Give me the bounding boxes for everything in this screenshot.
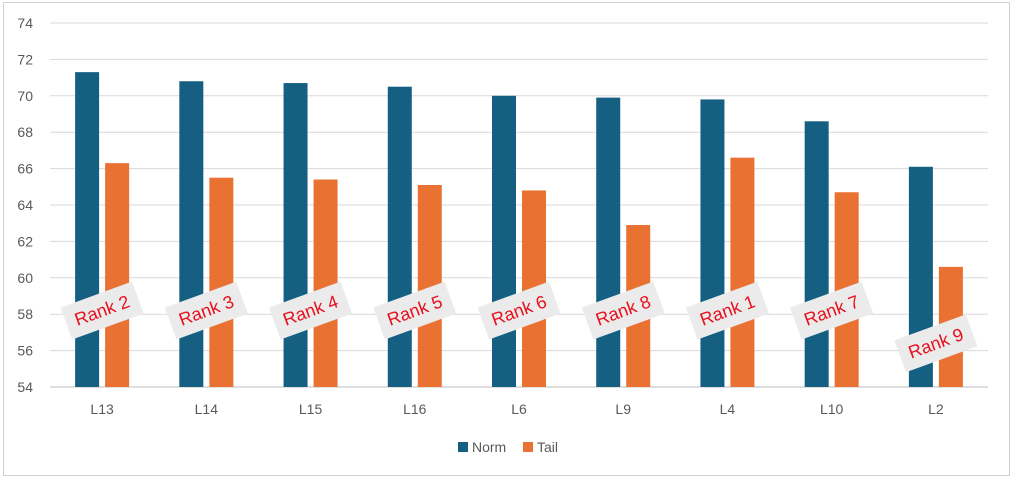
- rank-annotation: Rank 4: [269, 281, 353, 340]
- rank-annotation-box: [60, 281, 144, 340]
- y-tick-label: 56: [17, 343, 33, 359]
- y-tick-label: 58: [17, 306, 33, 322]
- rank-annotation: Rank 1: [685, 281, 769, 340]
- rank-annotation-box: [581, 281, 665, 340]
- bar-tail-l13: [105, 163, 130, 387]
- rank-annotation: Rank 7: [790, 281, 874, 340]
- y-tick-label: 64: [17, 197, 33, 213]
- bar-tail-l4: [730, 157, 755, 387]
- rank-annotation-box: [894, 314, 978, 373]
- x-tick-label: L16: [403, 401, 427, 417]
- rank-annotation-box: [269, 281, 353, 340]
- bar-norm-l13: [75, 72, 100, 387]
- y-tick-label: 62: [17, 233, 33, 249]
- y-tick-label: 68: [17, 124, 33, 140]
- legend-label-tail: Tail: [537, 439, 558, 455]
- y-tick-label: 66: [17, 161, 33, 177]
- x-tick-label: L14: [195, 401, 219, 417]
- legend-label-norm: Norm: [472, 439, 506, 455]
- legend-swatch-tail: [523, 442, 533, 452]
- rank-annotation-box: [164, 281, 248, 340]
- legend-swatch-norm: [458, 442, 468, 452]
- rank-annotation-box: [477, 281, 561, 340]
- y-tick-label: 72: [17, 51, 33, 67]
- x-tick-label: L15: [299, 401, 323, 417]
- rank-annotation: Rank 8: [581, 281, 665, 340]
- bar-norm-l14: [179, 81, 204, 388]
- y-tick-label: 74: [17, 15, 33, 31]
- bar-norm-l16: [387, 86, 412, 387]
- bar-tail-l15: [313, 179, 338, 387]
- x-tick-label: L2: [928, 401, 944, 417]
- bar-tail-l14: [209, 177, 234, 387]
- bar-norm-l15: [283, 83, 308, 387]
- rank-annotation: Rank 9: [894, 314, 978, 373]
- rank-annotation: Rank 2: [60, 281, 144, 340]
- bar-norm-l10: [804, 121, 829, 387]
- rank-annotation: Rank 5: [373, 281, 457, 340]
- y-tick-label: 70: [17, 88, 33, 104]
- rank-annotation: Rank 3: [164, 281, 248, 340]
- x-tick-label: L13: [90, 401, 114, 417]
- x-tick-label: L6: [511, 401, 527, 417]
- x-tick-label: L9: [615, 401, 631, 417]
- rank-annotation-box: [685, 281, 769, 340]
- rank-annotation: Rank 6: [477, 281, 561, 340]
- x-tick-label: L10: [820, 401, 844, 417]
- y-tick-label: 54: [17, 379, 33, 395]
- y-tick-label: 60: [17, 270, 33, 286]
- bar-norm-l6: [492, 95, 516, 388]
- rank-annotation-box: [790, 281, 874, 340]
- x-tick-label: L4: [720, 401, 736, 417]
- rank-annotation-box: [373, 281, 457, 340]
- bar-norm-l4: [700, 99, 725, 387]
- bar-norm-l9: [596, 97, 621, 388]
